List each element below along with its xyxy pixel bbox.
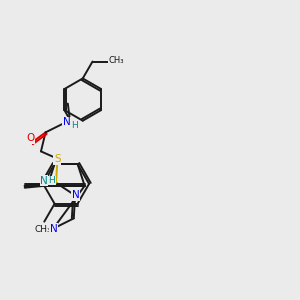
Text: O: O [26,133,34,143]
Text: CH₃: CH₃ [34,224,51,233]
Text: N: N [40,176,48,185]
Text: CH₃: CH₃ [109,56,124,64]
Text: N: N [50,224,58,234]
Text: H: H [71,121,78,130]
Text: N: N [63,117,70,127]
Text: S: S [54,154,61,164]
Text: H: H [49,176,55,185]
Text: N: N [72,190,80,200]
